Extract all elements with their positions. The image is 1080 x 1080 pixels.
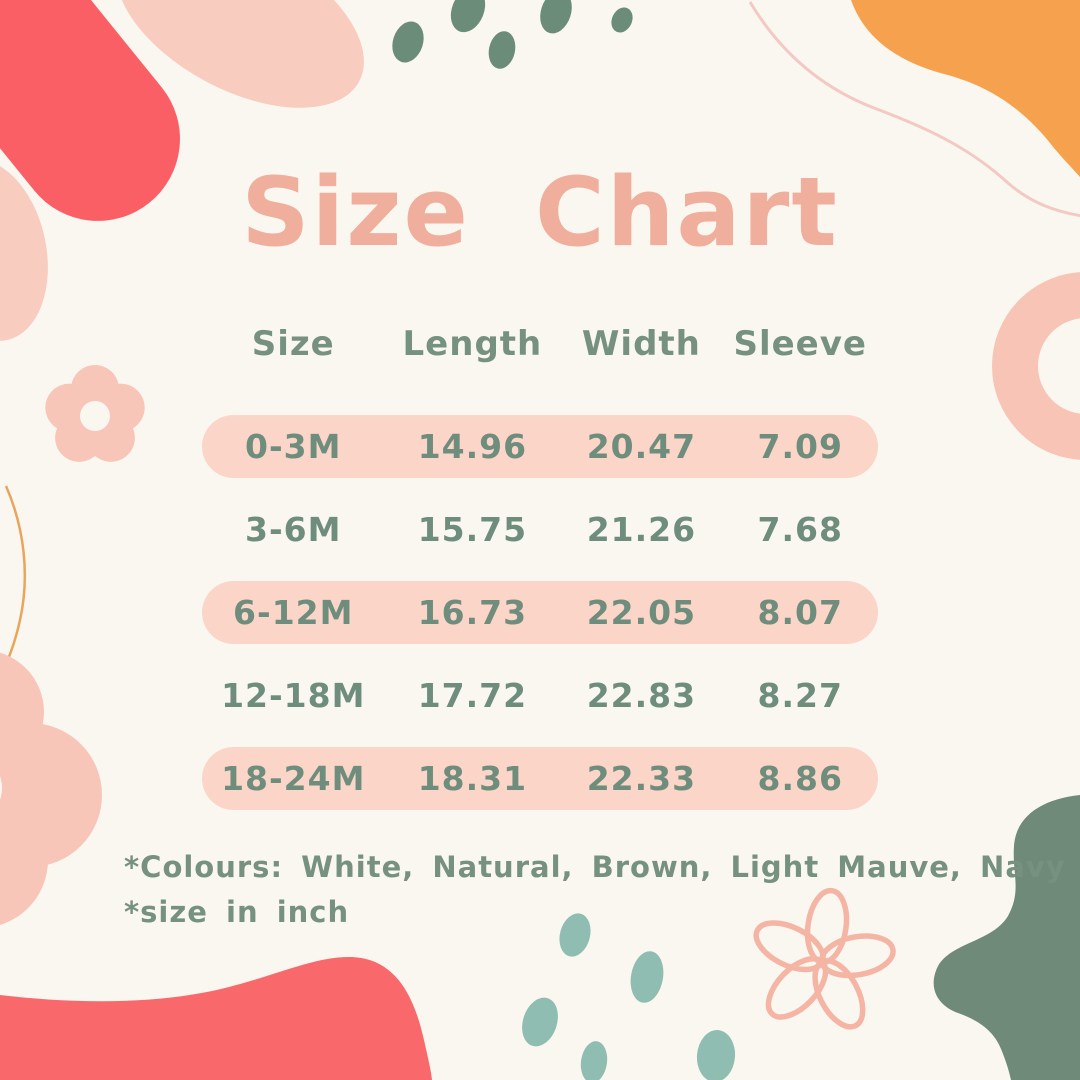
pink-teardrop-left-icon [0, 159, 48, 341]
size-table: Size Length Width Sleeve 0-3M 14.96 20.4… [202, 318, 878, 830]
cell-size: 18-24M [221, 759, 366, 798]
cell-size: 12-18M [221, 676, 366, 715]
note-units: *size in inch [124, 894, 350, 929]
cell-length: 18.31 [417, 759, 528, 798]
table-row: 18-24M 18.31 22.33 8.86 [202, 747, 878, 810]
header-width: Width [581, 324, 701, 364]
cell-width: 20.47 [586, 427, 697, 466]
dark-sage-blob-icon [933, 795, 1080, 1080]
cell-length: 16.73 [417, 593, 528, 632]
orange-corner-blob-icon [851, 0, 1080, 177]
cell-sleeve: 7.68 [757, 510, 843, 549]
cell-size: 6-12M [233, 593, 354, 632]
table-row: 3-6M 15.75 21.26 7.68 [202, 498, 878, 561]
pink-flower-solid-icon [45, 365, 145, 462]
table-body: 0-3M 14.96 20.47 7.09 3-6M 15.75 21.26 7… [202, 415, 878, 810]
header-size: Size [251, 324, 335, 364]
flower-doodle-outline-icon [753, 887, 896, 1030]
table-row: 6-12M 16.73 22.05 8.07 [202, 581, 878, 644]
cell-sleeve: 8.07 [757, 593, 843, 632]
cell-sleeve: 8.86 [757, 759, 843, 798]
cell-size: 3-6M [245, 510, 342, 549]
table-header-row: Size Length Width Sleeve [202, 318, 878, 370]
cell-width: 22.05 [586, 593, 697, 632]
pink-blob-cluster-left-icon [0, 652, 102, 925]
table-row: 0-3M 14.96 20.47 7.09 [202, 415, 878, 478]
footnotes: *Colours: White, Natural, Brown, Light M… [124, 845, 1066, 935]
red-capsule-blob-icon [0, 0, 180, 221]
pink-wavy-line-icon [748, 1, 1080, 218]
cell-width: 22.33 [586, 759, 697, 798]
cell-length: 17.72 [417, 676, 528, 715]
header-sleeve: Sleeve [733, 324, 867, 364]
pink-arc-right-icon [992, 272, 1080, 460]
table-row: 12-18M 17.72 22.83 8.27 [202, 664, 878, 727]
header-length: Length [402, 324, 543, 364]
cell-length: 14.96 [417, 427, 528, 466]
teal-dots-bottom-icon [522, 913, 736, 1080]
page-title: Size Chart [241, 158, 839, 268]
note-colours: *Colours: White, Natural, Brown, Light M… [124, 850, 1066, 884]
sage-dots-top-icon [392, 0, 633, 69]
cell-size: 0-3M [245, 427, 342, 466]
pink-ellipse-top-icon [116, 0, 364, 108]
red-blob-bottom-left-icon [0, 956, 432, 1080]
cell-width: 21.26 [586, 510, 697, 549]
cell-sleeve: 7.09 [757, 427, 843, 466]
cell-length: 15.75 [417, 510, 528, 549]
cell-width: 22.83 [586, 676, 697, 715]
cell-sleeve: 8.27 [757, 676, 843, 715]
